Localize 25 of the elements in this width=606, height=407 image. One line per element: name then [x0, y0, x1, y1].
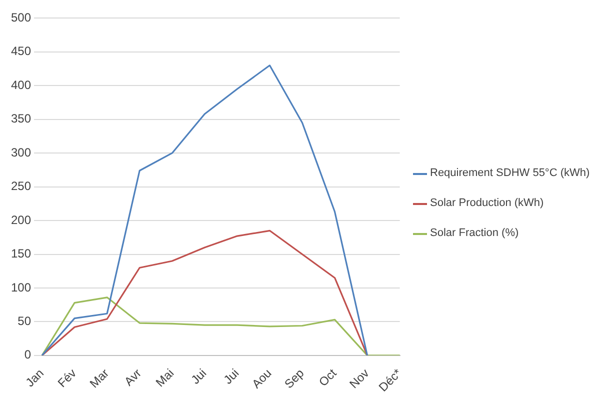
- y-tick-label: 250: [10, 179, 32, 194]
- legend-label: Solar Production (kWh): [430, 197, 544, 209]
- x-tick-label: Avr: [122, 366, 144, 389]
- x-tick-label: Oct: [316, 366, 340, 390]
- y-tick-label: 450: [10, 44, 32, 58]
- y-tick-label: 300: [10, 145, 32, 160]
- y-tick-label: 350: [10, 112, 32, 126]
- y-tick-label: 400: [10, 78, 32, 92]
- y-tick-label: 0: [24, 348, 32, 362]
- x-tick-label: Nov: [346, 366, 372, 392]
- y-tick-label: 200: [10, 212, 32, 227]
- legend-label: Requirement SDHW 55°C (kWh): [430, 167, 590, 179]
- legend-label: Solar Fraction (%): [430, 227, 519, 239]
- x-tick-label: Sep: [282, 366, 307, 392]
- x-tick-label: Mai: [153, 366, 177, 390]
- x-tick-label: Jui: [188, 366, 210, 387]
- x-tick-label: Jui: [220, 366, 242, 387]
- y-tick-label: 150: [10, 246, 32, 261]
- x-tick-label: Aou: [249, 366, 274, 392]
- x-tick-label: Jan: [22, 366, 46, 390]
- y-tick-label: 500: [10, 10, 32, 25]
- x-tick-label: Mar: [87, 366, 112, 391]
- x-tick-label: Fév: [54, 366, 80, 390]
- y-tick-label: 50: [18, 314, 32, 328]
- y-tick-label: 100: [10, 280, 32, 294]
